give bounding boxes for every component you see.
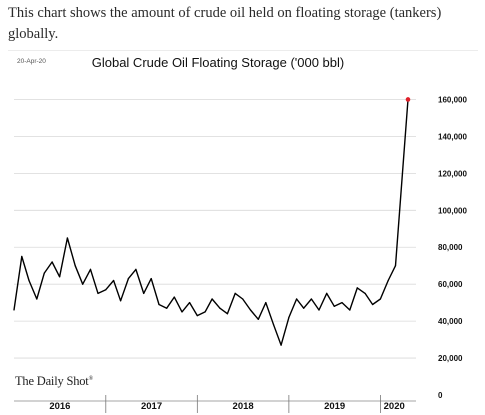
data-point — [89, 268, 92, 270]
x-tick-label: 2016 — [49, 401, 70, 412]
brand-logo: The Daily Shot® — [15, 374, 93, 388]
data-point — [36, 298, 38, 300]
data-point — [234, 292, 236, 295]
data-point — [143, 292, 145, 295]
data-point — [379, 298, 382, 300]
data-point — [364, 292, 366, 295]
data-point — [43, 272, 45, 274]
data-point — [196, 314, 198, 317]
y-tick-label: 40,000 — [438, 317, 463, 326]
data-point — [211, 298, 213, 300]
data-point — [119, 300, 122, 302]
data-point — [21, 255, 23, 258]
data-point — [242, 298, 244, 300]
brand-name: The Daily Shot — [15, 374, 89, 388]
y-tick-label: 0 — [438, 391, 443, 400]
data-point — [280, 344, 282, 346]
data-point — [326, 292, 328, 295]
data-point — [82, 283, 84, 285]
y-tick-label: 60,000 — [438, 280, 463, 289]
data-point — [166, 307, 168, 309]
data-point — [181, 311, 183, 313]
y-tick-label: 120,000 — [438, 169, 467, 178]
data-point — [249, 309, 252, 311]
x-tick-label: 2019 — [324, 401, 345, 412]
data-point — [28, 279, 30, 282]
x-tick-label: 2018 — [233, 401, 254, 412]
data-point — [135, 268, 137, 270]
y-tick-label: 20,000 — [438, 354, 463, 363]
data-point — [204, 311, 206, 313]
data-point — [219, 307, 221, 309]
y-tick-label: 140,000 — [438, 132, 467, 141]
data-point — [341, 302, 343, 304]
data-point — [288, 316, 290, 319]
data-point — [303, 307, 305, 309]
chart-title: Global Crude Oil Floating Storage ('000 … — [91, 55, 345, 70]
data-point — [394, 265, 397, 267]
data-point — [257, 318, 259, 320]
data-point — [173, 296, 175, 298]
last-point-marker — [405, 97, 411, 102]
data-point — [318, 309, 320, 311]
data-point — [74, 265, 76, 267]
data-point — [51, 261, 53, 263]
data-point — [296, 298, 298, 300]
x-tick-label: 2020 — [384, 401, 405, 412]
y-tick-label: 100,000 — [438, 206, 467, 215]
caption: This chart shows the amount of crude oil… — [8, 5, 442, 42]
x-tick-label: 2017 — [141, 401, 162, 412]
data-point — [310, 298, 313, 300]
y-tick-label: 160,000 — [438, 95, 467, 104]
line-chart: 0 20,000 40,000 60,000 80,000 100,000 120,000 1… — [13, 95, 467, 413]
data-point — [105, 289, 107, 291]
data-point — [188, 302, 191, 304]
data-point — [97, 292, 99, 295]
data-point — [349, 309, 351, 311]
data-point — [59, 276, 61, 278]
data-point — [112, 279, 115, 282]
data-point — [158, 303, 160, 306]
data-point — [333, 305, 335, 307]
data-point — [356, 287, 358, 289]
y-tick-label: 80,000 — [438, 243, 463, 252]
data-point — [150, 278, 152, 280]
series-line — [13, 99, 409, 346]
chart-card: 20-Apr-20 Global Crude Oil Floating Stor… — [8, 50, 478, 415]
data-point — [127, 278, 129, 280]
data-point — [387, 279, 389, 282]
data-point — [272, 324, 275, 326]
data-point — [226, 313, 229, 315]
data-point — [13, 309, 15, 311]
date-stamp: 20-Apr-20 — [17, 58, 46, 65]
data-point — [265, 302, 267, 304]
data-point — [66, 237, 69, 239]
data-point — [372, 303, 374, 306]
